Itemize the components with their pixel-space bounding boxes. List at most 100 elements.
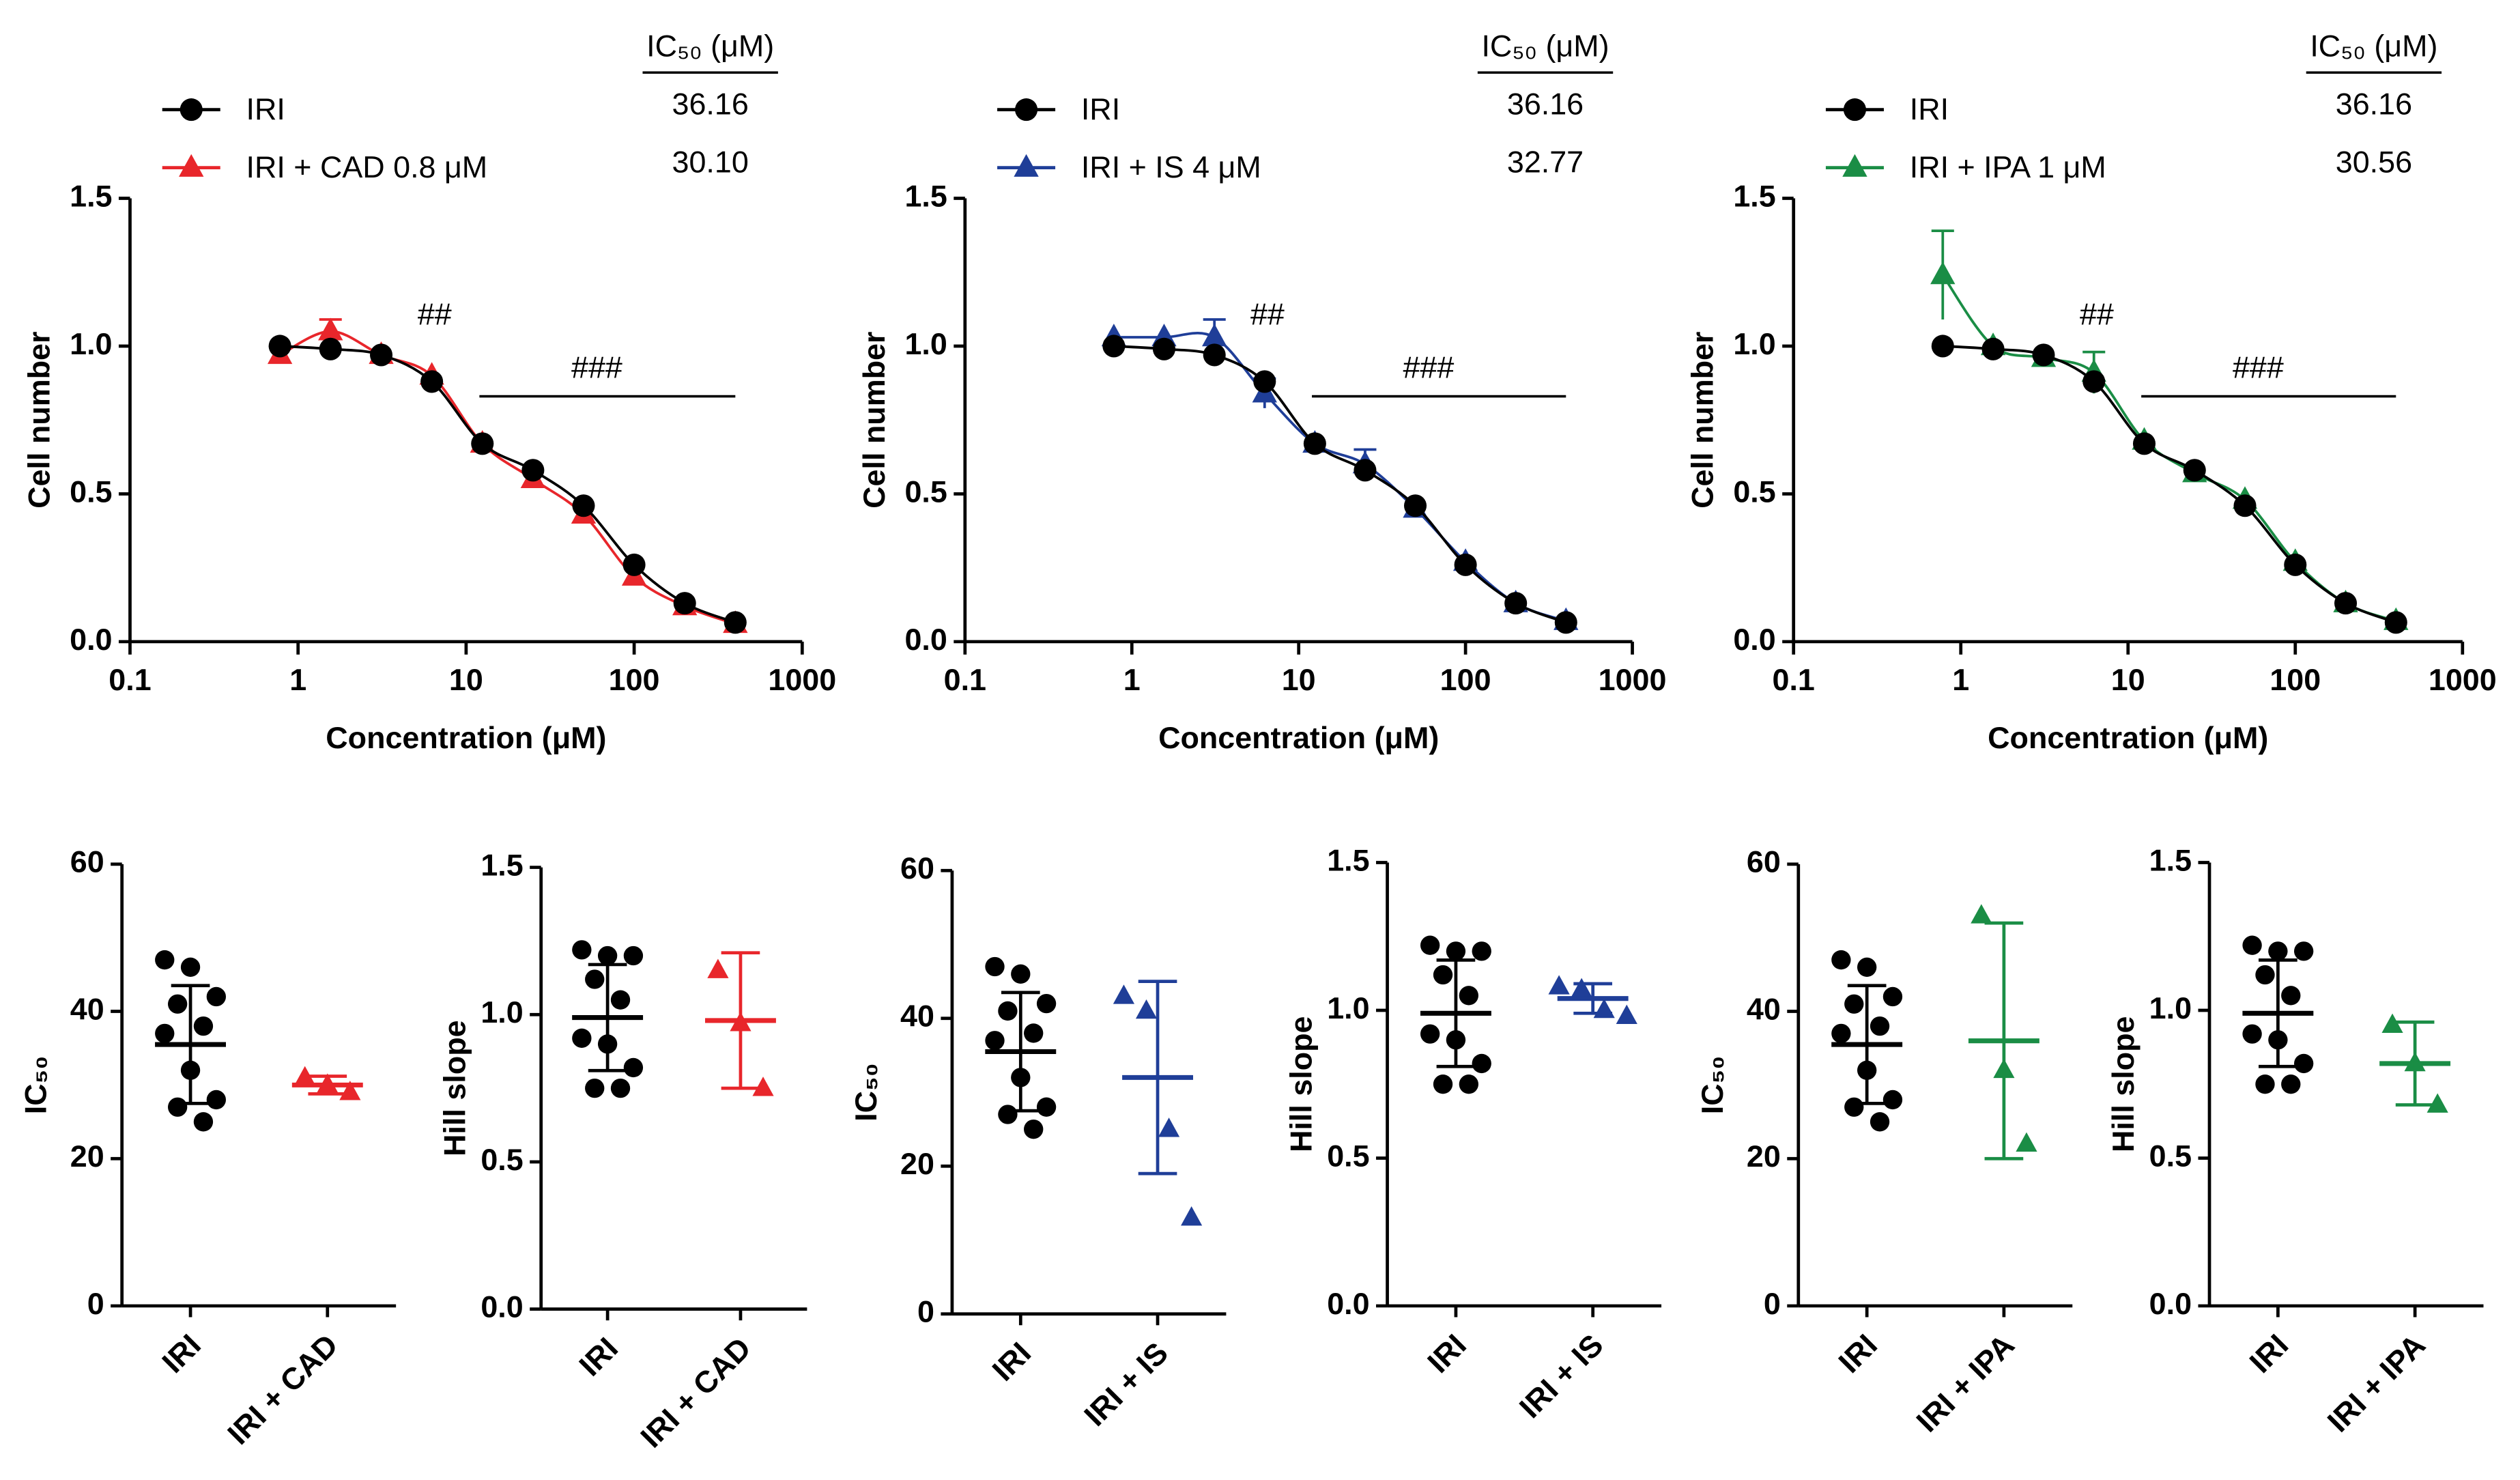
circle-marker <box>268 335 291 358</box>
circle-marker <box>471 432 494 455</box>
circle-marker <box>585 969 605 989</box>
circle-marker <box>1857 957 1877 978</box>
x-tick-label: IRI <box>986 1335 1038 1388</box>
circle-marker <box>206 1090 226 1110</box>
y-tick-label: 20 <box>900 1146 934 1181</box>
y-axis-label: Hill slope <box>438 1020 472 1156</box>
circle-marker <box>610 990 631 1010</box>
triangle-marker <box>1930 261 1956 285</box>
circle-marker <box>673 592 696 615</box>
x-tick-label: IRI <box>1420 1327 1473 1380</box>
annotation: ## <box>1250 297 1285 332</box>
y-tick-label: 1.0 <box>1733 326 1775 361</box>
circle-marker <box>1420 1024 1440 1044</box>
circle-marker <box>2255 965 2275 985</box>
x-tick-label: 10 <box>1282 662 1316 697</box>
circle-marker <box>1036 993 1057 1014</box>
circle-marker <box>2233 494 2257 517</box>
legend-label: IRI <box>1910 91 1949 126</box>
y-tick-label: 1.0 <box>2149 991 2192 1025</box>
circle-marker <box>610 1078 631 1098</box>
y-axis-label: Hill slope <box>1284 1016 1319 1152</box>
circle-marker <box>2032 343 2055 367</box>
x-tick-label: IRI + IPA <box>1910 1327 2021 1438</box>
legend-marker <box>179 154 204 177</box>
y-tick-label: 40 <box>900 999 934 1034</box>
circle-marker <box>1831 1023 1851 1044</box>
x-tick-label: 1000 <box>2429 662 2497 697</box>
fit-line <box>1941 274 2396 623</box>
y-tick-label: 1.5 <box>2149 842 2192 877</box>
circle-marker <box>572 494 595 517</box>
annotation: ### <box>571 350 622 384</box>
circle-marker <box>2294 941 2314 961</box>
triangle-marker <box>1616 1004 1637 1024</box>
circle-marker <box>1354 459 1377 482</box>
circle-marker <box>1459 986 1479 1006</box>
circle-marker <box>1882 986 1903 1007</box>
circle-marker <box>2281 1075 2301 1094</box>
circle-marker <box>1433 1075 1453 1094</box>
legend-label: IRI <box>1081 91 1120 126</box>
x-tick-label: 1 <box>1123 662 1141 697</box>
circle-marker <box>1831 950 1851 970</box>
triangle-marker <box>1548 975 1570 995</box>
triangle-marker <box>752 1077 774 1096</box>
legend-header: IC₅₀ (μM) <box>2310 29 2437 63</box>
legend-marker <box>180 98 203 122</box>
annotation: ### <box>2233 350 2284 384</box>
x-tick-label: IRI + IPA <box>2321 1327 2432 1438</box>
circle-marker <box>2284 553 2307 576</box>
circle-marker <box>2281 986 2301 1006</box>
circle-marker <box>623 945 644 966</box>
y-tick-label: 1.5 <box>904 178 947 213</box>
circle-marker <box>1981 337 2005 360</box>
circle-marker <box>206 986 226 1007</box>
circle-marker <box>1403 494 1427 517</box>
circle-marker <box>1844 1097 1864 1117</box>
y-tick-label: 20 <box>1747 1139 1781 1173</box>
legend-header: IC₅₀ (μM) <box>646 29 774 63</box>
circle-marker <box>193 1016 214 1036</box>
y-tick-label: 0.0 <box>70 622 112 657</box>
x-tick-label: 10 <box>2111 662 2145 697</box>
triangle-marker <box>2426 1093 2448 1113</box>
y-tick-label: 0 <box>87 1286 104 1321</box>
circle-marker <box>998 1001 1018 1021</box>
annotation: ### <box>1403 350 1454 384</box>
y-tick-label: 40 <box>70 991 104 1026</box>
y-tick-label: 1.5 <box>1327 842 1369 877</box>
triangle-marker <box>1158 1118 1180 1137</box>
legend-value: 32.77 <box>1507 145 1584 180</box>
circle-marker <box>2294 1053 2314 1074</box>
circle-marker <box>1554 611 1577 634</box>
y-axis-label: IC₅₀ <box>848 1063 883 1122</box>
y-tick-label: 1.5 <box>481 847 523 882</box>
y-tick-label: 0.0 <box>2149 1286 2192 1321</box>
y-tick-label: 0.5 <box>70 474 112 509</box>
x-tick-label: IRI + IS <box>1513 1327 1610 1425</box>
circle-marker <box>1433 965 1453 985</box>
y-tick-label: 1.0 <box>1327 991 1369 1025</box>
x-tick-label: 0.1 <box>944 662 986 697</box>
triangle-marker <box>707 958 729 978</box>
circle-marker <box>1472 941 1491 961</box>
triangle-marker <box>1113 984 1135 1004</box>
y-tick-label: 0.0 <box>1327 1286 1369 1321</box>
circle-marker <box>1931 335 1954 358</box>
triangle-marker <box>2381 1013 2403 1033</box>
fit-line <box>1943 345 2396 624</box>
y-tick-label: 40 <box>1747 991 1781 1026</box>
x-tick-label: IRI <box>155 1327 207 1380</box>
y-axis-label: Hill slope <box>2106 1016 2140 1152</box>
x-tick-label: 10 <box>449 662 483 697</box>
legend-label: IRI + CAD 0.8 μM <box>246 150 488 184</box>
legend-marker <box>1015 98 1038 122</box>
circle-marker <box>2268 941 2288 961</box>
circle-marker <box>1303 432 1326 455</box>
circle-marker <box>1882 1090 1903 1110</box>
legend-value: 36.16 <box>2336 87 2412 122</box>
annotation: ## <box>418 297 452 332</box>
x-tick-label: 1000 <box>1599 662 1667 697</box>
